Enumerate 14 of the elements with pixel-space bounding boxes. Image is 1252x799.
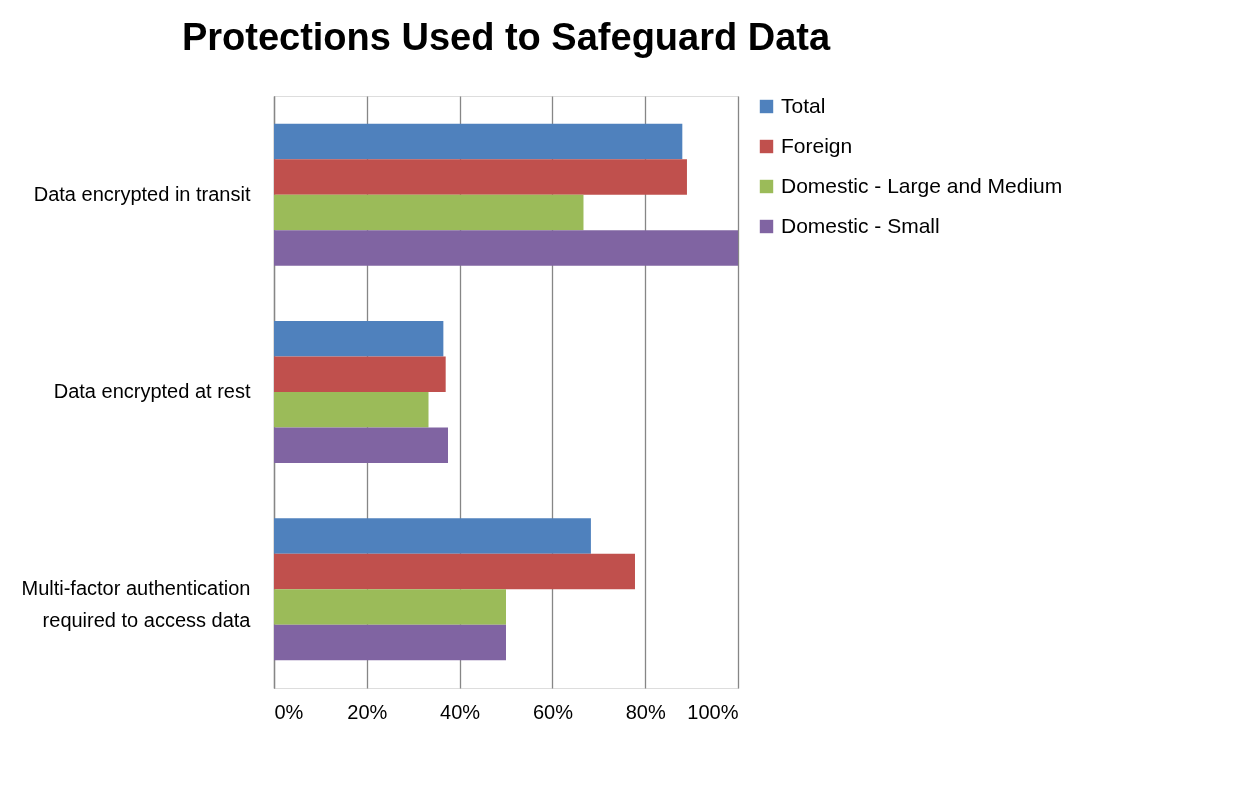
legend-label: Total [781, 93, 826, 117]
y-tick-label: Data encrypted at rest [53, 380, 251, 402]
legend-label: Domestic - Small [781, 213, 940, 237]
y-tick-label: Data encrypted in transit [33, 182, 251, 205]
x-tick-label: 0% [274, 700, 304, 723]
x-tick-label: 20% [347, 700, 388, 723]
x-tick-label: 60% [532, 700, 574, 723]
legend-label: Domestic - Large and Medium [781, 173, 1063, 197]
chart-title: Protections Used to Safeguard Data [181, 16, 831, 58]
legend-label: Foreign [781, 133, 853, 157]
y-tick-label: Multi-factor authentication required to access data [21, 577, 252, 632]
x-tick-label: 100% [687, 700, 739, 723]
x-tick-label: 40% [440, 700, 481, 723]
x-tick-label: 80% [625, 700, 666, 723]
